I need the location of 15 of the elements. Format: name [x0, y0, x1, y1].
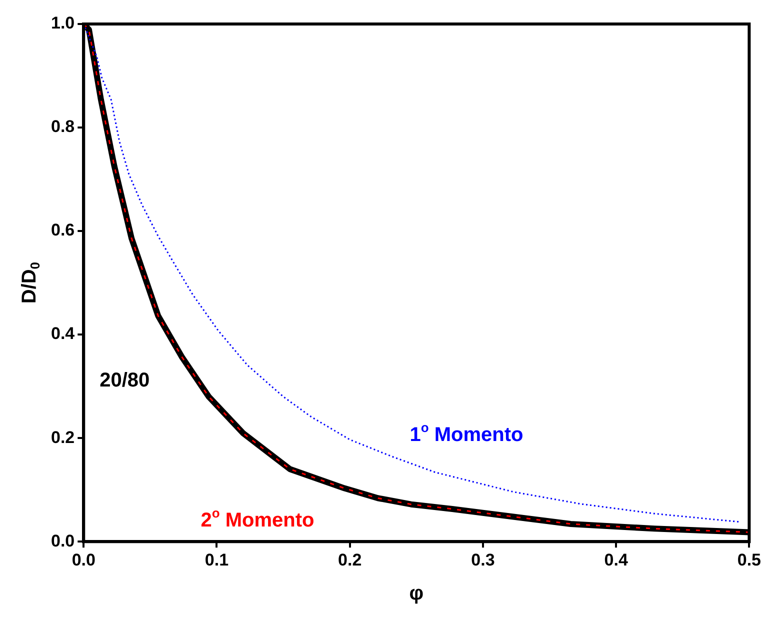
y-tick-label: 1.0: [50, 14, 75, 33]
x-tick-label: 0.5: [737, 550, 762, 570]
x-tick-label: 0.2: [338, 550, 362, 570]
x-tick-label: 0.1: [204, 550, 229, 570]
y-tick-label: 0.2: [50, 428, 75, 447]
x-tick-label: 0.4: [604, 550, 628, 570]
x-axis-title: φ: [409, 582, 424, 605]
y-tick-label: 0.8: [50, 117, 75, 136]
x-tick-label: 0.0: [72, 550, 96, 570]
y-tick-label: 0.0: [50, 531, 75, 550]
series-label: 20/80: [100, 370, 150, 392]
y-tick-label: 0.4: [50, 324, 76, 344]
x-tick-label: 0.3: [471, 550, 495, 570]
y-tick-label: 0.6: [50, 220, 75, 240]
y-axis-title: D/D0: [18, 262, 43, 304]
